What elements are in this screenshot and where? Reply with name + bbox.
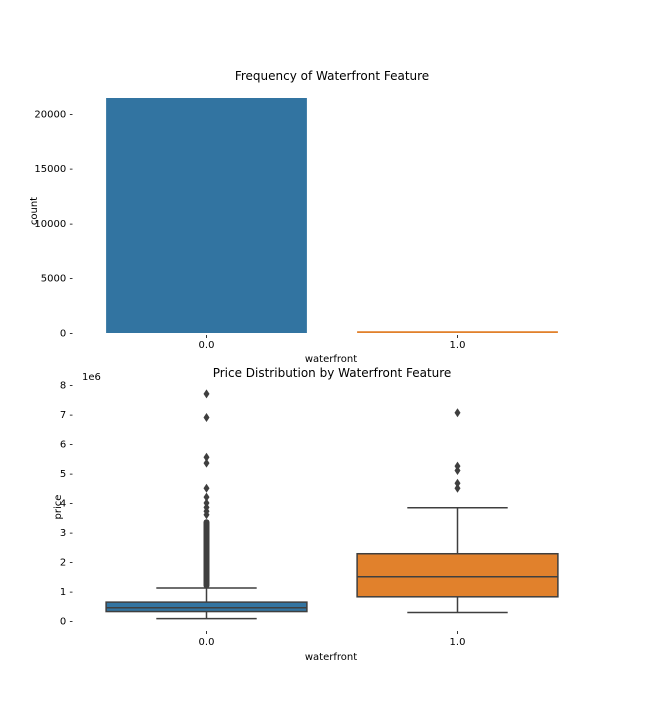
bar-chart-ylabel: count: [29, 197, 40, 225]
outlier-point: [203, 498, 210, 508]
box-chart-boxes: [105, 389, 559, 620]
y-tick-label: 2 -: [60, 558, 74, 569]
outlier-point: [203, 483, 210, 493]
y-tick-label: 5000 -: [41, 274, 74, 285]
box-1.0: [356, 408, 559, 614]
box-chart-xlabel: waterfront: [305, 652, 357, 663]
outlier-point: [203, 492, 210, 502]
outlier-point: [454, 483, 461, 493]
outlier-point: [454, 408, 461, 418]
bar-chart: Frequency of Waterfront Feature count wa…: [29, 69, 558, 365]
bar-1.0: [357, 331, 558, 333]
outlier-point: [203, 389, 210, 399]
box-chart-scale-label: 1e6: [82, 372, 101, 383]
box-chart-title: Price Distribution by Waterfront Feature: [213, 366, 452, 380]
y-tick-label: 1 -: [60, 587, 74, 598]
bar-chart-xlabel: waterfront: [305, 354, 357, 365]
y-tick-label: 20000 -: [34, 109, 73, 120]
box-chart: Price Distribution by Waterfront Feature…: [53, 366, 559, 663]
x-tick-label: 1.0: [450, 637, 466, 648]
bar-chart-x-axis: 0.0 1.0: [199, 335, 466, 351]
outlier-point: [454, 461, 461, 471]
outlier-point: [454, 478, 461, 488]
y-tick-label: 5 -: [60, 469, 74, 480]
outlier-point: [203, 412, 210, 422]
outlier-point: [203, 458, 210, 468]
y-tick-label: 3 -: [60, 528, 74, 539]
iqr-box: [356, 552, 559, 598]
x-tick-label: 0.0: [199, 637, 215, 648]
iqr-box: [105, 601, 308, 613]
y-tick-label: 0 -: [60, 617, 74, 628]
box-chart-x-axis: 0.0 1.0: [199, 631, 466, 648]
outlier-point: [203, 452, 210, 462]
y-tick-label: 15000 -: [34, 164, 73, 175]
y-tick-label: 0 -: [60, 329, 74, 340]
x-tick-label: 1.0: [450, 340, 466, 351]
box-chart-y-axis: 0 - 1 - 2 - 3 - 4 - 5 - 6 - 7 - 8 -: [60, 381, 74, 628]
bar-chart-bars: [106, 98, 558, 333]
y-tick-label: 4 -: [60, 499, 74, 510]
y-tick-label: 6 -: [60, 440, 74, 451]
y-tick-label: 8 -: [60, 381, 74, 392]
x-tick-label: 0.0: [199, 340, 215, 351]
outlier-cluster: [203, 519, 210, 589]
y-tick-label: 7 -: [60, 410, 74, 421]
box-chart-ylabel: price: [53, 495, 64, 520]
bar-chart-title: Frequency of Waterfront Feature: [235, 69, 429, 83]
y-tick-label: 10000 -: [34, 219, 73, 230]
bar-0.0: [106, 98, 307, 333]
box-0.0: [105, 389, 308, 620]
bar-chart-y-axis: 0 - 5000 - 10000 - 15000 - 20000 -: [34, 109, 73, 339]
